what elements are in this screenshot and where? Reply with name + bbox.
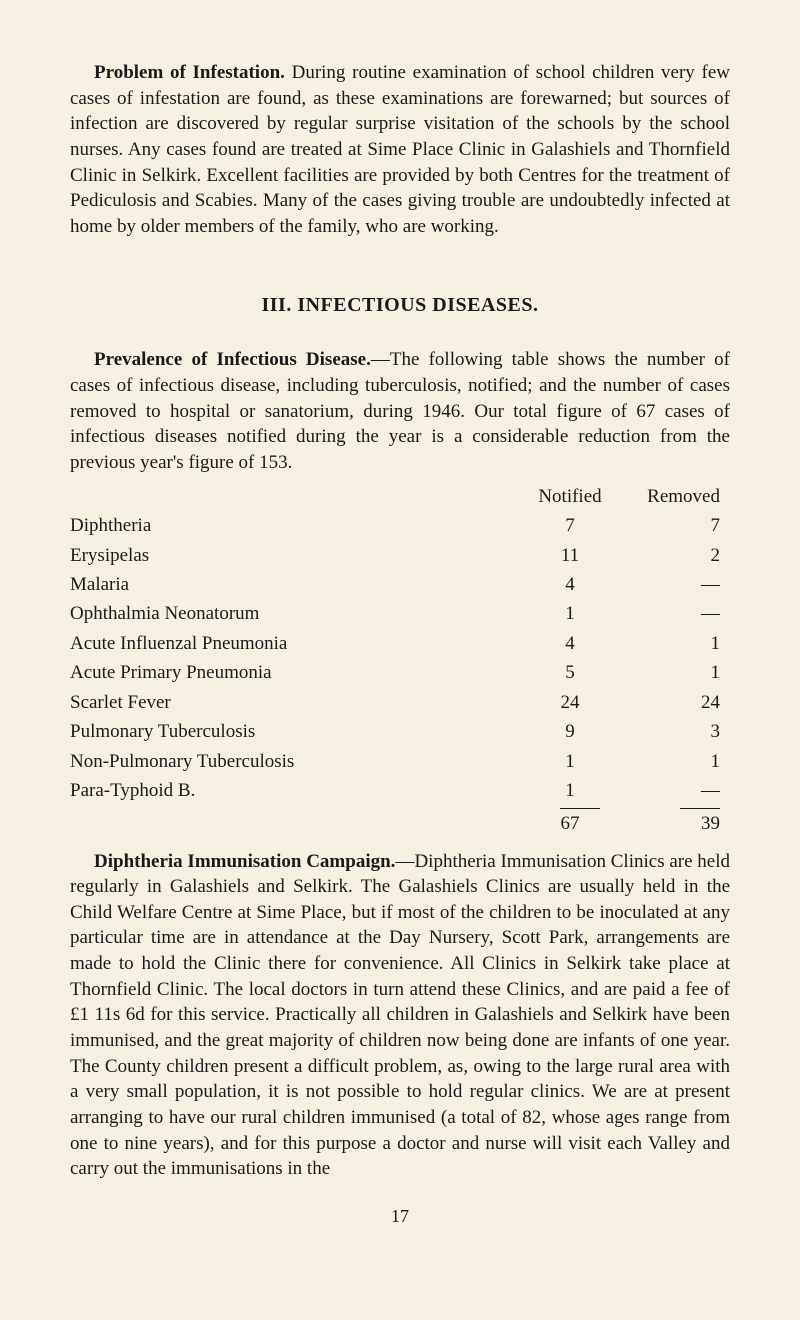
document-page: Problem of Infestation. During routine e… <box>0 0 800 1267</box>
removed-value: — <box>620 599 730 628</box>
rule-line <box>680 808 720 809</box>
removed-value: 3 <box>620 717 730 746</box>
removed-value: 1 <box>620 629 730 658</box>
total-notified: 67 <box>520 813 620 835</box>
disease-name: Acute Influenzal Pneumonia <box>70 629 520 658</box>
total-blank <box>70 813 520 835</box>
disease-table: Notified Removed Diphtheria 7 7 Erysipel… <box>70 482 730 835</box>
table-row: Non-Pulmonary Tuberculosis 1 1 <box>70 747 730 776</box>
table-row: Ophthalmia Neonatorum 1 — <box>70 599 730 628</box>
disease-name: Malaria <box>70 570 520 599</box>
body-infestation: During routine examination of school chi… <box>70 62 730 237</box>
total-removed: 39 <box>620 813 730 835</box>
table-header-row: Notified Removed <box>70 482 730 511</box>
lead-diphtheria: Diphtheria Immunisation Campaign. <box>94 851 395 872</box>
removed-value: 2 <box>620 541 730 570</box>
paragraph-diphtheria: Diphtheria Immunisation Campaign.—Diphth… <box>70 849 730 1182</box>
table-row: Acute Primary Pneumonia 5 1 <box>70 658 730 687</box>
disease-name: Ophthalmia Neonatorum <box>70 599 520 628</box>
paragraph-infestation: Problem of Infestation. During routine e… <box>70 60 730 239</box>
table-row: Acute Influenzal Pneumonia 4 1 <box>70 629 730 658</box>
disease-name: Acute Primary Pneumonia <box>70 658 520 687</box>
rule-line <box>560 808 600 809</box>
notified-value: 11 <box>520 541 620 570</box>
removed-value: — <box>620 776 730 805</box>
notified-value: 5 <box>520 658 620 687</box>
table-header-blank <box>70 482 520 511</box>
table-header-notified: Notified <box>520 482 620 511</box>
disease-name: Para-Typhoid B. <box>70 776 520 805</box>
table-rule <box>70 808 730 809</box>
table-row: Erysipelas 11 2 <box>70 541 730 570</box>
lead-prevalence: Prevalence of Infectious Disease. <box>94 349 371 370</box>
notified-value: 1 <box>520 747 620 776</box>
notified-value: 1 <box>520 776 620 805</box>
table-row: Pulmonary Tuberculosis 9 3 <box>70 717 730 746</box>
disease-name: Erysipelas <box>70 541 520 570</box>
removed-value: — <box>620 570 730 599</box>
disease-name: Diphtheria <box>70 511 520 540</box>
disease-name: Pulmonary Tuberculosis <box>70 717 520 746</box>
removed-value: 1 <box>620 658 730 687</box>
table-total-row: 67 39 <box>70 813 730 835</box>
notified-value: 4 <box>520 570 620 599</box>
table-row: Para-Typhoid B. 1 — <box>70 776 730 805</box>
disease-name: Scarlet Fever <box>70 688 520 717</box>
removed-value: 1 <box>620 747 730 776</box>
paragraph-prevalence: Prevalence of Infectious Disease.—The fo… <box>70 347 730 475</box>
removed-value: 24 <box>620 688 730 717</box>
removed-value: 7 <box>620 511 730 540</box>
page-number: 17 <box>70 1206 730 1227</box>
notified-value: 24 <box>520 688 620 717</box>
section-heading: III. INFECTIOUS DISEASES. <box>70 294 730 317</box>
table-row: Malaria 4 — <box>70 570 730 599</box>
notified-value: 1 <box>520 599 620 628</box>
notified-value: 9 <box>520 717 620 746</box>
table-header-removed: Removed <box>620 482 730 511</box>
body-diphtheria: —Diphtheria Immunisation Clinics are hel… <box>70 851 730 1180</box>
notified-value: 4 <box>520 629 620 658</box>
lead-infestation: Problem of Infestation. <box>94 62 285 83</box>
notified-value: 7 <box>520 511 620 540</box>
table-row: Scarlet Fever 24 24 <box>70 688 730 717</box>
disease-name: Non-Pulmonary Tuberculosis <box>70 747 520 776</box>
table-row: Diphtheria 7 7 <box>70 511 730 540</box>
